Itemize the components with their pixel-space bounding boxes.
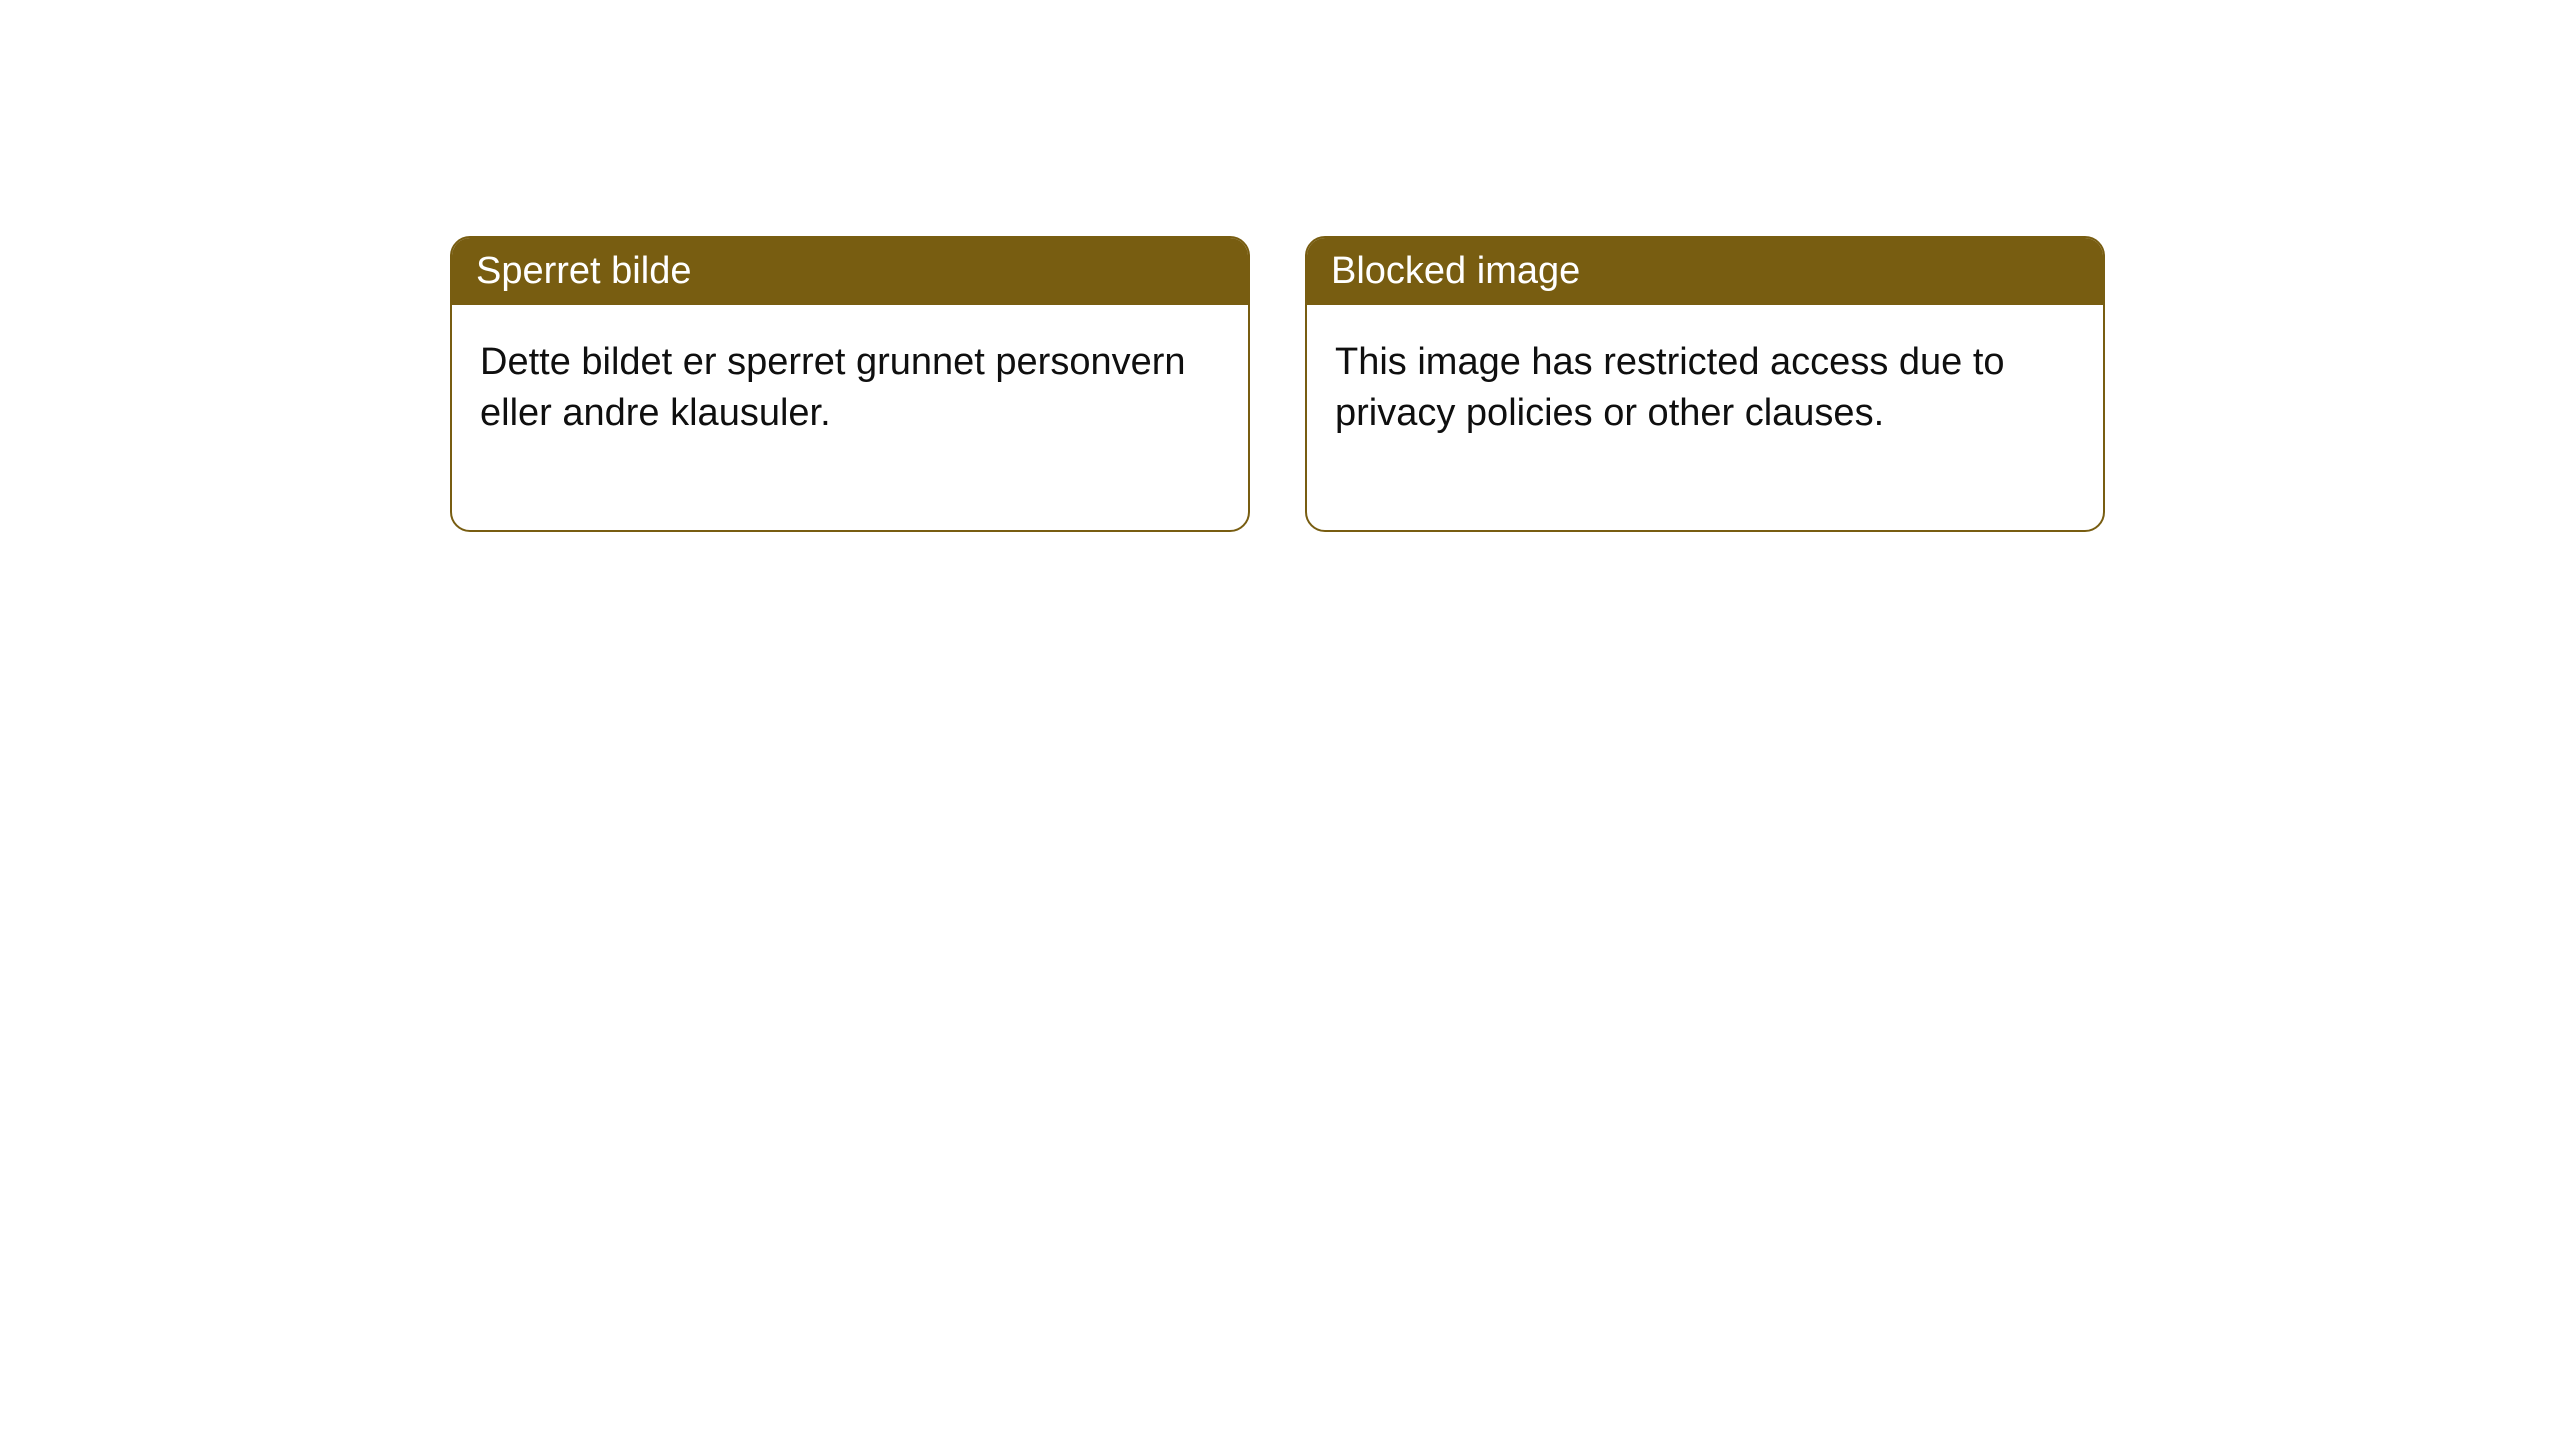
card-body-en: This image has restricted access due to … bbox=[1307, 305, 2103, 530]
card-body-no: Dette bildet er sperret grunnet personve… bbox=[452, 305, 1248, 530]
blocked-image-cards: Sperret bilde Dette bildet er sperret gr… bbox=[450, 236, 2105, 532]
card-title-no: Sperret bilde bbox=[452, 238, 1248, 305]
blocked-image-card-no: Sperret bilde Dette bildet er sperret gr… bbox=[450, 236, 1250, 532]
blocked-image-card-en: Blocked image This image has restricted … bbox=[1305, 236, 2105, 532]
card-title-en: Blocked image bbox=[1307, 238, 2103, 305]
